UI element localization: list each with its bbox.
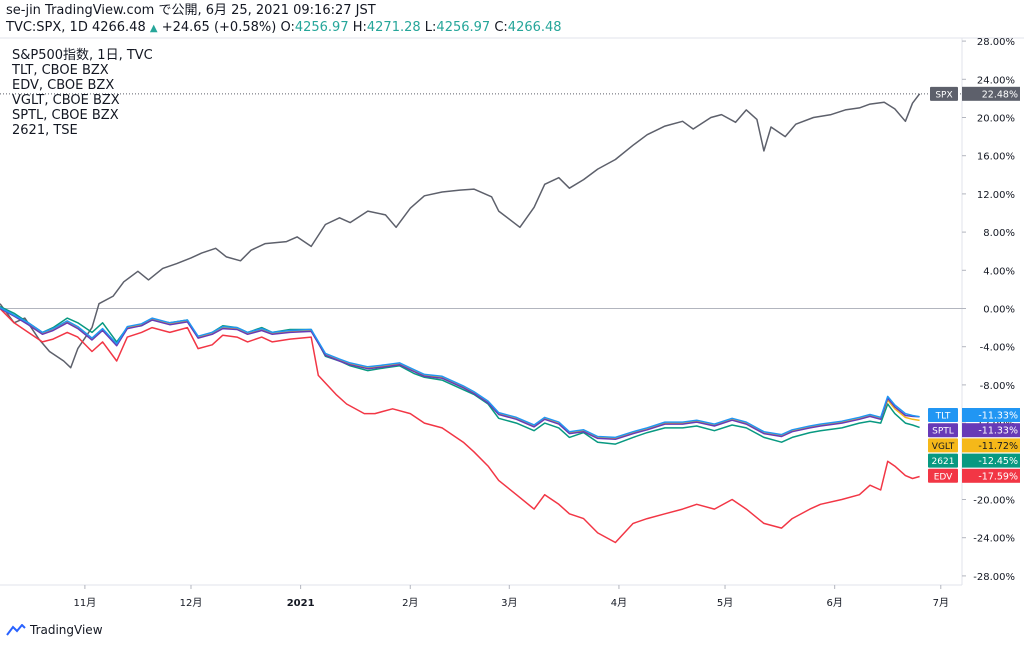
y-tick-label: 28.00%	[977, 37, 1015, 48]
x-tick-label: 5月	[717, 597, 733, 609]
series-name-tag-vglt	[928, 438, 958, 453]
x-tick-label: 2021	[287, 598, 315, 609]
series-name-tag-text: EDV	[934, 472, 953, 482]
y-tick-label: -8.00%	[980, 381, 1015, 392]
series-name-tag-text: 2621	[932, 457, 955, 467]
series-line-2621	[0, 305, 920, 445]
tradingview-logo-icon	[6, 624, 26, 636]
legend-item-2621[interactable]: 2621, TSE	[12, 123, 78, 138]
low-label: L:	[424, 20, 437, 35]
publish-info: se-jin TradingView.com で公開, 6月 25, 2021 …	[6, 3, 376, 19]
series-legend: S&P500指数, 1日, TVC TLT, CBOE BZX EDV, CBO…	[12, 48, 153, 138]
high-label: H:	[352, 20, 367, 35]
x-tick-label: 11月	[74, 597, 97, 609]
y-tick-label: -28.00%	[973, 572, 1015, 583]
low-value: 4256.97	[436, 20, 491, 35]
publish-info-text: se-jin TradingView.com で公開, 6月 25, 2021 …	[6, 3, 376, 18]
legend-item-sptl[interactable]: SPTL, CBOE BZX	[12, 108, 119, 123]
open-label: O:	[280, 20, 295, 35]
tradingview-logo-text: TradingView	[30, 623, 103, 637]
ohlc-bar: TVC:SPX, 1D 4266.48 ▲ +24.65 (+0.58%) O:…	[6, 20, 562, 37]
close-label: C:	[494, 20, 508, 35]
series-value-tag-text: -12.45%	[978, 456, 1018, 467]
x-tick-label: 3月	[501, 597, 517, 609]
series-line-edv	[0, 307, 920, 544]
x-tick-label: 2月	[402, 597, 418, 609]
series-name-tag-text: VGLT	[932, 442, 955, 452]
series-name-tag-sptl	[928, 423, 958, 438]
close-value: 4266.48	[507, 20, 562, 35]
x-tick-label: 4月	[611, 597, 627, 609]
series-value-tag-text: -11.33%	[978, 426, 1018, 437]
legend-item-spx[interactable]: S&P500指数, 1日, TVC	[12, 48, 153, 63]
series-line-spx	[0, 93, 921, 369]
series-value-tag-text: -11.72%	[978, 441, 1018, 452]
legend-item-edv[interactable]: EDV, CBOE BZX	[12, 78, 115, 93]
spx-value-tag	[962, 86, 1020, 101]
spx-value-tag-text: 22.48%	[982, 89, 1018, 100]
y-tick-label: 4.00%	[983, 266, 1015, 277]
legend-item-tlt[interactable]: TLT, CBOE BZX	[12, 63, 109, 78]
symbol-info: TVC:SPX, 1D 4266.48	[6, 20, 146, 35]
series-name-tag-text: TLT	[935, 412, 951, 422]
series-name-tag-tlt	[928, 408, 958, 422]
legend-item-vglt[interactable]: VGLT, CBOE BZX	[12, 93, 120, 108]
y-tick-label: -24.00%	[973, 534, 1015, 545]
spx-name-tag-text: SPX	[935, 90, 952, 100]
open-value: 4256.97	[294, 20, 349, 35]
series-name-tag-2621	[928, 453, 958, 468]
x-tick-label: 6月	[826, 597, 842, 609]
series-line-sptl	[0, 307, 920, 441]
series-value-tag-edv	[962, 468, 1020, 483]
series-value-tag-text: -17.59%	[978, 471, 1018, 482]
y-tick-label: -4.00%	[980, 343, 1015, 354]
series-value-tag-vglt	[962, 438, 1020, 453]
y-tick-label: -20.00%	[973, 496, 1015, 507]
y-tick-label: 16.00%	[977, 152, 1015, 163]
series-value-tag-sptl	[962, 423, 1020, 438]
series-value-tag-2621	[962, 453, 1020, 468]
change-value: +24.65 (+0.58%)	[161, 20, 277, 35]
y-tick-label: 24.00%	[977, 75, 1015, 86]
series-name-tag-text: SPTL	[932, 427, 954, 437]
series-line-vglt	[0, 307, 920, 440]
up-arrow-icon: ▲	[149, 23, 158, 34]
series-name-tag-edv	[928, 468, 958, 483]
series-value-tag-tlt	[962, 408, 1020, 422]
high-value: 4271.28	[366, 20, 421, 35]
y-tick-label: 8.00%	[983, 228, 1015, 239]
tradingview-logo[interactable]: TradingView	[6, 623, 103, 637]
y-tick-label: 12.00%	[977, 190, 1015, 201]
y-tick-label: 20.00%	[977, 114, 1015, 125]
x-tick-label: 7月	[933, 597, 949, 609]
spx-name-tag	[930, 86, 958, 101]
series-value-tag-text: -11.33%	[978, 411, 1018, 422]
series-line-tlt	[0, 306, 920, 439]
x-tick-label: 12月	[180, 597, 203, 609]
y-tick-label: 0.00%	[983, 305, 1015, 316]
